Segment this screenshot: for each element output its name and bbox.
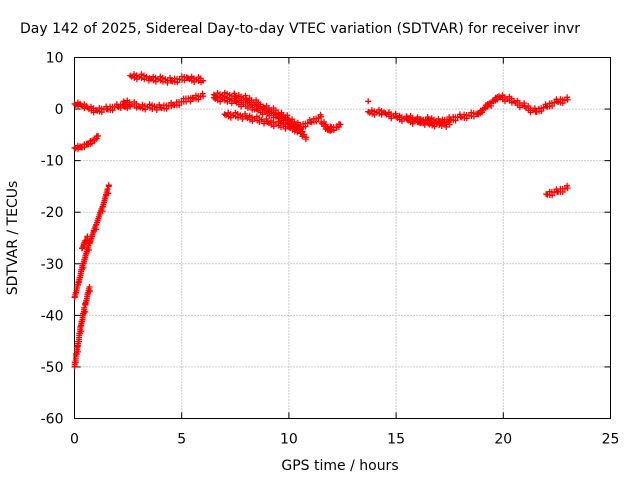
series-markers (365, 98, 372, 105)
x-tick-label: 15 (387, 432, 405, 448)
series-arc-l (324, 121, 344, 134)
series-arc-j (221, 109, 303, 135)
x-tick-label: 10 (280, 432, 298, 448)
series-arc-c (71, 182, 112, 301)
y-tick-label: -40 (41, 308, 64, 324)
x-tick-label: 20 (494, 432, 512, 448)
x-tick-label: 25 (602, 432, 620, 448)
x-axis-ticks: 0 5 10 15 20 25 (70, 57, 620, 448)
y-tick-label: -60 (41, 412, 64, 428)
y-tick-label: -20 (41, 205, 64, 221)
series-markers (71, 182, 112, 301)
x-tick-label: 5 (177, 432, 186, 448)
series-markers (71, 284, 93, 370)
series-markers (120, 90, 207, 113)
series-markers (71, 99, 134, 116)
series-arc-p (543, 182, 571, 199)
series-markers (71, 132, 102, 153)
series-markers (210, 93, 310, 143)
series-arc-f (127, 71, 207, 86)
series-arc-b (71, 132, 102, 153)
y-axis-label: SDTVAR / TECUs (5, 181, 21, 296)
series-markers (543, 182, 571, 199)
y-tick-label: -30 (41, 257, 64, 273)
series-arc-n (403, 112, 453, 130)
y-tick-label: -10 (41, 154, 64, 170)
series-arc-a (71, 99, 134, 116)
plot-frame (74, 57, 611, 419)
series-markers (79, 233, 91, 252)
y-tick-label: -50 (41, 360, 64, 376)
series-markers (324, 121, 344, 134)
series-markers (221, 109, 303, 135)
series-markers (403, 112, 453, 130)
x-axis-label: GPS time / hours (281, 458, 398, 474)
series-arc-o (365, 98, 372, 105)
series-arc-e (71, 284, 93, 370)
chart-title: Day 142 of 2025, Sidereal Day-to-day VTE… (20, 21, 580, 37)
series-arc-d (79, 233, 91, 252)
y-tick-label: 10 (46, 51, 64, 67)
x-tick-label: 0 (70, 432, 79, 448)
series-arc-g (120, 90, 207, 113)
y-tick-label: 0 (55, 102, 64, 118)
series-arc-i (210, 93, 310, 143)
data-series (71, 71, 571, 370)
y-axis-ticks: 10 0 -10 -20 -30 -40 -50 -60 (41, 51, 611, 428)
series-markers (127, 71, 207, 86)
